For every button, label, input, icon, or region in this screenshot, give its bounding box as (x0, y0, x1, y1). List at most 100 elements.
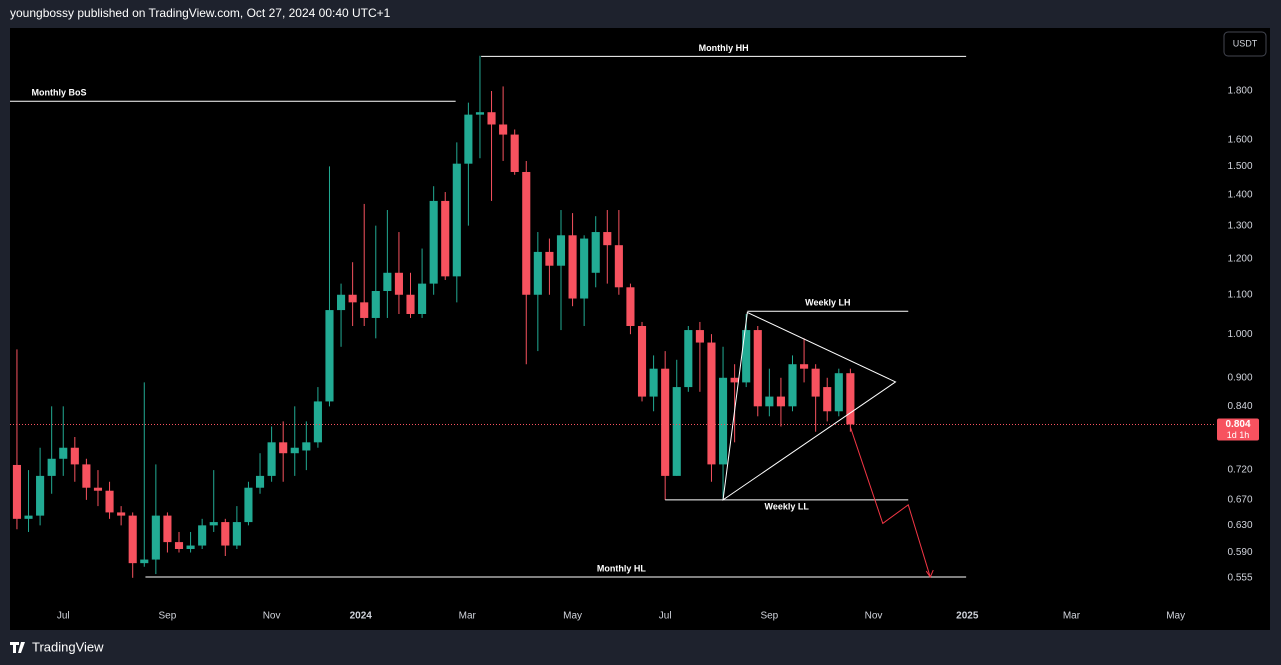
candle-body (811, 368, 820, 397)
candle-body (568, 235, 577, 299)
candle-body (695, 330, 704, 343)
candle-body (730, 377, 739, 383)
level-label: Weekly LL (765, 501, 810, 511)
candle-body (742, 330, 751, 383)
candle-body (464, 114, 473, 164)
x-tick-label: May (1166, 611, 1185, 622)
y-tick-label: 0.630 (1227, 520, 1252, 531)
candle-body (823, 387, 832, 412)
arrow-head (925, 569, 934, 579)
candle-body (499, 124, 508, 135)
candle-body (186, 545, 195, 550)
candle-body (707, 342, 716, 465)
candle-body (800, 364, 809, 369)
countdown: 1d 1h (1227, 430, 1250, 440)
candle-body (406, 294, 415, 314)
candle-body (290, 447, 299, 454)
candle-body (418, 283, 427, 314)
candle-body (452, 163, 461, 277)
candle-body (487, 112, 496, 125)
candle-body (325, 310, 334, 402)
candle-body (475, 112, 485, 115)
candle-body (383, 272, 392, 292)
candle-body (765, 396, 774, 407)
candle-body (93, 487, 103, 491)
candle-body (348, 294, 357, 303)
candle-body (614, 245, 623, 288)
candle-body (429, 200, 438, 284)
candle-body (174, 542, 184, 550)
currency: USDT (1233, 38, 1258, 48)
y-tick-label: 1.800 (1227, 86, 1252, 97)
level-label: Monthly HL (597, 563, 646, 573)
y-tick-label: 1.100 (1227, 289, 1252, 300)
projection-arrow (849, 426, 931, 578)
candle-body (151, 515, 160, 560)
candle-body (360, 302, 369, 318)
candle-body (82, 464, 91, 488)
currency-button[interactable] (1223, 31, 1267, 57)
level-label: Weekly LH (805, 298, 850, 308)
candle-body (394, 272, 403, 295)
candle-body (244, 487, 253, 523)
candle-body (209, 522, 218, 526)
candle-body (232, 522, 241, 546)
candle-body (267, 442, 276, 476)
level-label: Monthly BoS (32, 88, 87, 98)
x-tick-label: May (563, 611, 582, 622)
candle-body (603, 232, 612, 246)
candle-body (580, 238, 589, 299)
candle-body (591, 232, 600, 273)
candle-body (788, 364, 797, 407)
x-tick-label: 2024 (350, 611, 373, 622)
candle-body (649, 368, 658, 397)
candle-body (441, 200, 450, 277)
level-label: Monthly HH (699, 43, 749, 53)
candle-body (371, 291, 380, 318)
x-tick-label: Mar (1063, 611, 1081, 622)
candle-body (105, 490, 114, 513)
candle-body (279, 442, 288, 454)
brand: TradingView (32, 639, 104, 654)
candle-body (834, 373, 843, 412)
x-tick-label: Nov (865, 611, 883, 622)
x-tick-label: Mar (459, 611, 477, 622)
candle-body (510, 134, 519, 172)
y-tick-label: 1.000 (1227, 329, 1252, 340)
candle-body (522, 171, 531, 295)
candle-body (24, 515, 33, 519)
candle-body (753, 330, 762, 407)
x-tick-label: 2025 (956, 611, 979, 622)
candle-body (672, 387, 681, 476)
candle-body (163, 515, 172, 543)
x-tick-label: Sep (159, 611, 177, 622)
header: youngbossy published on TradingView.com,… (10, 6, 391, 20)
y-tick-label: 1.500 (1227, 161, 1252, 172)
y-tick-label: 0.670 (1227, 495, 1252, 506)
candle-body (626, 287, 635, 326)
y-tick-label: 1.300 (1227, 220, 1252, 231)
candle-body (776, 396, 785, 407)
candle-body (221, 522, 230, 546)
candle-body (59, 447, 68, 459)
x-tick-label: Sep (760, 611, 778, 622)
candle-body (198, 525, 207, 546)
price-label: 0.804 (1225, 419, 1250, 430)
candle-body (545, 251, 554, 266)
y-tick-label: 0.720 (1227, 465, 1252, 476)
x-tick-label: Jul (659, 611, 672, 622)
candle-body (47, 458, 56, 476)
y-tick-label: 0.840 (1227, 401, 1252, 412)
x-tick-label: Nov (263, 611, 281, 622)
y-tick-label: 1.200 (1227, 253, 1252, 264)
candle-body (36, 475, 45, 516)
candle-body (117, 512, 126, 516)
logo (10, 642, 25, 653)
price-tag (1217, 418, 1259, 441)
candle-body (12, 464, 21, 519)
candle-body (70, 447, 79, 465)
candle-body (637, 325, 647, 397)
candle-body (128, 515, 137, 564)
